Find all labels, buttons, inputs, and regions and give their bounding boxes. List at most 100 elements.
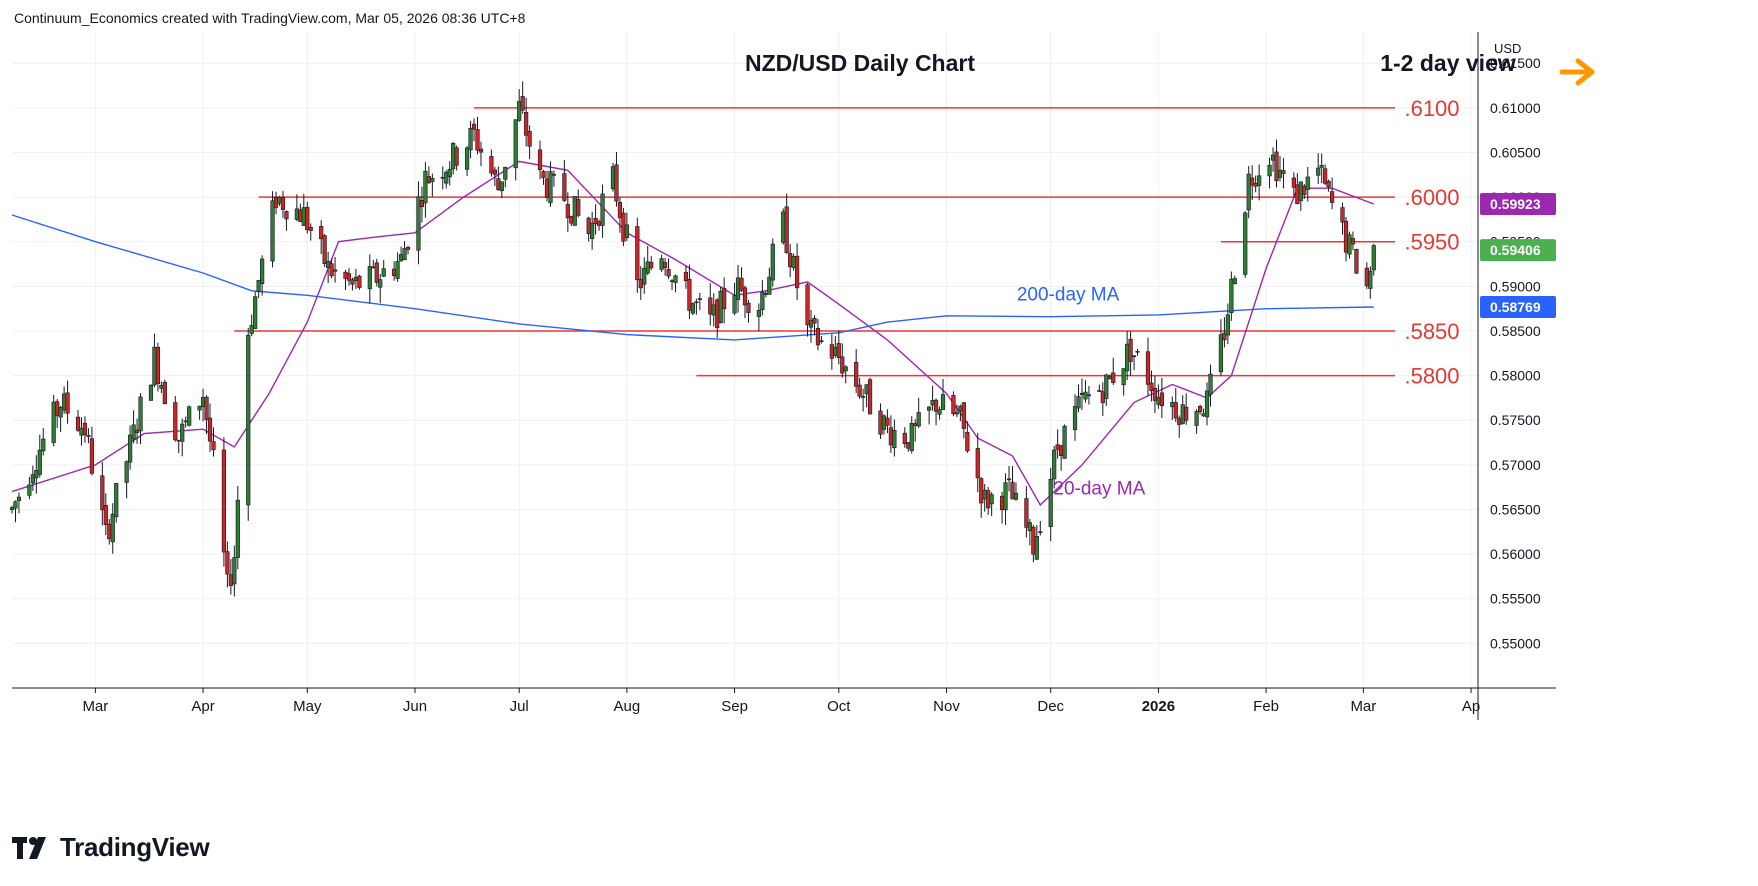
price-tick-label: 0.61500 — [1490, 55, 1541, 71]
moving-averages — [11, 160, 1375, 507]
candle-body — [107, 523, 112, 540]
candle-body — [82, 422, 88, 436]
candle-body — [1302, 185, 1307, 195]
candle-body — [975, 448, 980, 479]
candle-body — [624, 224, 629, 238]
candle-body — [1267, 164, 1272, 177]
price-axis-unit: USD — [1494, 41, 1521, 56]
candle-body — [638, 278, 643, 289]
candle-body — [562, 173, 567, 201]
candle-body — [398, 254, 404, 261]
candle-body — [600, 193, 605, 226]
candle-body — [350, 279, 355, 285]
time-tick-label: Apr — [191, 698, 214, 715]
candle-body — [527, 131, 532, 147]
candle-body — [781, 211, 786, 243]
candle-body — [499, 181, 504, 192]
time-tick-label: Oct — [827, 698, 851, 715]
candle-body — [357, 275, 362, 288]
candle-body — [402, 248, 407, 261]
candle-body — [659, 258, 664, 270]
candle-body — [1125, 343, 1130, 372]
candle-body — [183, 420, 188, 423]
tradingview-logo[interactable]: TradingView — [12, 832, 210, 863]
candle-body — [464, 147, 470, 170]
candle-body — [207, 417, 213, 442]
candle-body — [1048, 479, 1053, 527]
candle-body — [1156, 396, 1161, 405]
candle-body — [298, 209, 303, 222]
candle-body — [51, 401, 56, 443]
candle-body — [27, 484, 32, 496]
candle-body — [246, 334, 251, 506]
tradingview-wordmark: TradingView — [60, 832, 210, 862]
candle-body — [270, 200, 275, 262]
candle-body — [722, 287, 727, 310]
level-label: .5850 — [1404, 319, 1459, 344]
candle-body — [548, 171, 553, 204]
candle-body — [1170, 402, 1175, 408]
time-tick-label: 2026 — [1142, 698, 1175, 715]
time-axis: Mar Apr May Jun Jul Aug Sep Oct Nov Dec 2026 Feb Mar… — [82, 688, 1480, 715]
candle-body — [1177, 417, 1182, 425]
candle-body — [708, 297, 713, 315]
candle-body — [1281, 170, 1286, 174]
candle-body — [197, 405, 202, 411]
candle-body — [176, 439, 181, 442]
candle-body — [788, 253, 793, 268]
candle-body — [65, 392, 70, 414]
level-label: .6100 — [1404, 96, 1459, 121]
candle-body — [1368, 270, 1373, 289]
candle-body — [1097, 390, 1102, 392]
price-badge-label: 0.58769 — [1490, 299, 1541, 315]
candle-body — [617, 202, 623, 219]
candle-body — [1250, 177, 1255, 186]
candle-body — [378, 279, 383, 288]
candle-body — [200, 397, 206, 408]
candle-body — [662, 262, 668, 269]
candle-body — [537, 149, 543, 171]
candle-body — [468, 127, 473, 151]
candle-body — [1003, 482, 1008, 511]
candle-body — [1347, 234, 1352, 255]
candle-body — [669, 280, 675, 282]
candle-body — [1326, 180, 1331, 188]
candle-body — [89, 438, 95, 474]
candle-body — [451, 143, 456, 170]
candle-body — [232, 557, 237, 585]
candle-body — [447, 168, 452, 178]
ma-annotation: 20-day MA — [1053, 478, 1145, 499]
candle-body — [791, 255, 796, 268]
candle-body — [916, 412, 921, 427]
candle-body — [1208, 373, 1213, 395]
candle-body — [1059, 445, 1064, 457]
candle-body — [249, 325, 254, 334]
candle-body — [138, 396, 143, 432]
candle-body — [9, 507, 15, 510]
candle-body — [496, 178, 501, 190]
candle-body — [1246, 173, 1251, 211]
candle-body — [999, 495, 1005, 510]
candle-body — [715, 299, 720, 329]
candle-body — [454, 147, 459, 166]
ma200-line — [11, 214, 1374, 341]
candle-body — [1201, 413, 1206, 417]
candle-body — [294, 208, 299, 220]
candle-body — [732, 295, 737, 314]
price-tick-label: 0.57000 — [1490, 457, 1541, 473]
candle-body — [440, 176, 445, 179]
candle-body — [642, 267, 647, 285]
candle-body — [572, 196, 577, 226]
candle-body — [892, 430, 897, 449]
candle-body — [37, 449, 42, 475]
level-label: .5800 — [1404, 364, 1459, 389]
price-badge — [1480, 239, 1556, 262]
candle-body — [1100, 391, 1105, 404]
candle-body — [426, 176, 431, 184]
time-tick-label: Jun — [403, 698, 427, 715]
candle-body — [645, 261, 650, 274]
candle-body — [770, 243, 775, 281]
candlestick-series — [9, 81, 1376, 597]
candle-body — [148, 385, 154, 401]
